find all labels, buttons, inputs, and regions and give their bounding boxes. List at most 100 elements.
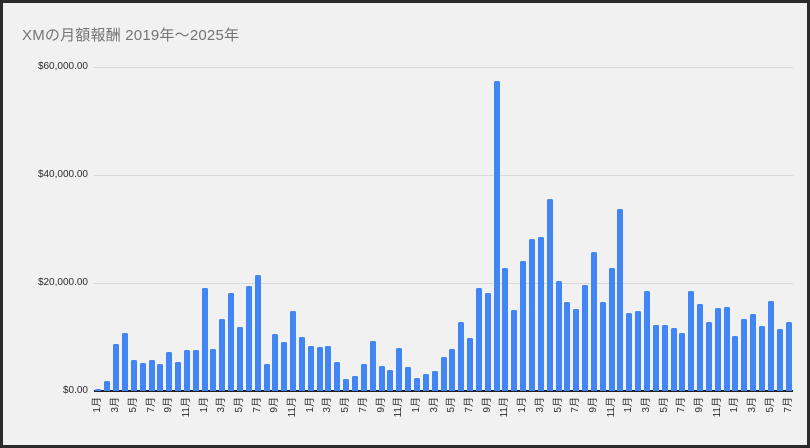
bar-2023-4[interactable]: [546, 199, 553, 391]
x-axis-tick-label: 3月: [110, 397, 122, 413]
bar-2021-11[interactable]: [396, 348, 403, 391]
bar-2019-11[interactable]: [183, 350, 190, 391]
bar-2022-1[interactable]: [413, 378, 420, 391]
bar-2023-3[interactable]: [537, 237, 544, 391]
bar-2025-3[interactable]: [750, 314, 757, 391]
bar-2020-8[interactable]: [263, 364, 270, 391]
bar-2021-7[interactable]: [360, 364, 367, 391]
bar-2023-7[interactable]: [573, 309, 580, 391]
bar-2021-3[interactable]: [325, 346, 332, 391]
x-axis-tick-label: 5月: [552, 397, 564, 413]
bar-2019-12[interactable]: [192, 350, 199, 391]
bar-2020-5[interactable]: [236, 327, 243, 391]
bar-2023-1[interactable]: [520, 261, 527, 391]
x-axis-tick-label: 9月: [587, 397, 599, 413]
bar-2025-5[interactable]: [767, 301, 774, 391]
x-axis-tick-label: 5月: [658, 397, 670, 413]
bar-2022-10[interactable]: [493, 81, 500, 391]
bar-2021-12[interactable]: [405, 367, 412, 391]
bar-2021-10[interactable]: [387, 370, 394, 391]
bar-2024-1[interactable]: [626, 313, 633, 391]
bar-2019-9[interactable]: [166, 352, 173, 391]
bar-2023-12[interactable]: [617, 209, 624, 391]
bar-2024-2[interactable]: [635, 311, 642, 391]
bar-2023-2[interactable]: [528, 239, 535, 391]
bar-2020-6[interactable]: [245, 286, 252, 391]
bar-2024-12[interactable]: [723, 307, 730, 391]
x-axis-tick-label: 9月: [269, 397, 281, 413]
x-axis-tick-label: 1月: [410, 397, 422, 413]
bar-2019-7[interactable]: [148, 360, 155, 391]
bar-2024-4[interactable]: [652, 325, 659, 391]
bar-2019-4[interactable]: [121, 333, 128, 391]
bar-2022-2[interactable]: [422, 374, 429, 391]
bar-2024-11[interactable]: [714, 308, 721, 391]
bar-2025-6[interactable]: [776, 329, 783, 391]
bar-2021-5[interactable]: [343, 379, 350, 391]
bar-2022-8[interactable]: [475, 288, 482, 391]
bar-2022-12[interactable]: [511, 310, 518, 391]
bar-2021-1[interactable]: [307, 346, 314, 391]
x-axis-tick-label: 1月: [517, 397, 529, 413]
bar-2020-10[interactable]: [281, 342, 288, 391]
bar-2019-8[interactable]: [157, 364, 164, 391]
bar-2020-1[interactable]: [201, 288, 208, 391]
x-axis-tick-label: 7月: [357, 397, 369, 413]
bar-2023-5[interactable]: [555, 281, 562, 391]
gridline: [94, 283, 793, 284]
x-axis-tick-label: 11月: [393, 397, 405, 418]
bar-2024-3[interactable]: [644, 291, 650, 391]
bar-2022-9[interactable]: [484, 293, 491, 391]
gridline: [94, 67, 793, 68]
x-axis-tick-label: 7月: [464, 397, 476, 413]
bar-2025-4[interactable]: [759, 326, 766, 391]
bar-2024-7[interactable]: [679, 333, 686, 391]
bar-2024-6[interactable]: [670, 328, 677, 391]
bar-2020-9[interactable]: [272, 334, 279, 391]
bar-2020-11[interactable]: [290, 311, 297, 391]
bar-2022-11[interactable]: [502, 268, 509, 391]
bar-2020-3[interactable]: [219, 319, 226, 391]
bar-2022-5[interactable]: [449, 349, 456, 391]
bar-2023-8[interactable]: [582, 285, 589, 391]
bar-2023-9[interactable]: [590, 252, 597, 391]
bar-2023-10[interactable]: [599, 302, 606, 391]
bar-2021-4[interactable]: [334, 362, 341, 391]
bar-2024-8[interactable]: [688, 291, 695, 391]
bar-2019-2[interactable]: [104, 381, 111, 391]
bar-2021-8[interactable]: [369, 341, 376, 391]
bar-2025-1[interactable]: [732, 336, 739, 391]
x-axis-tick-label: 3月: [216, 397, 228, 413]
bar-2021-9[interactable]: [378, 366, 385, 391]
bar-2024-5[interactable]: [661, 325, 668, 391]
bar-2022-3[interactable]: [431, 371, 438, 391]
bar-2019-5[interactable]: [130, 360, 137, 391]
x-axis-tick-label: 11月: [711, 397, 723, 418]
bar-2019-6[interactable]: [139, 363, 146, 391]
bar-2022-7[interactable]: [467, 338, 474, 391]
bar-2019-10[interactable]: [175, 362, 182, 391]
bar-2021-6[interactable]: [352, 376, 359, 391]
y-axis-tick-label: $60,000.00: [37, 61, 88, 72]
bar-2020-12[interactable]: [298, 337, 305, 391]
bar-2024-9[interactable]: [697, 304, 704, 391]
bar-2022-4[interactable]: [440, 357, 447, 391]
bar-2020-2[interactable]: [210, 349, 217, 391]
bar-2023-6[interactable]: [564, 302, 571, 391]
chart-title: XMの月額報酬 2019年～2025年: [22, 27, 240, 44]
bar-2020-7[interactable]: [254, 275, 261, 391]
x-axis-tick-label: 7月: [782, 397, 794, 413]
bar-2020-4[interactable]: [228, 293, 235, 391]
y-axis-tick-label: $40,000.00: [37, 169, 88, 180]
bar-2024-10[interactable]: [705, 322, 712, 391]
x-axis-tick-label: 5月: [764, 397, 776, 413]
bar-2025-7[interactable]: [785, 322, 792, 391]
bar-2021-2[interactable]: [316, 347, 323, 391]
bar-2022-6[interactable]: [458, 322, 465, 391]
x-axis-tick-label: 3月: [322, 397, 334, 413]
x-axis-tick-label: 5月: [446, 397, 458, 413]
bar-2025-2[interactable]: [741, 319, 748, 391]
bar-2023-11[interactable]: [608, 268, 615, 391]
bar-2019-1[interactable]: [95, 389, 102, 391]
bar-2019-3[interactable]: [113, 344, 120, 391]
